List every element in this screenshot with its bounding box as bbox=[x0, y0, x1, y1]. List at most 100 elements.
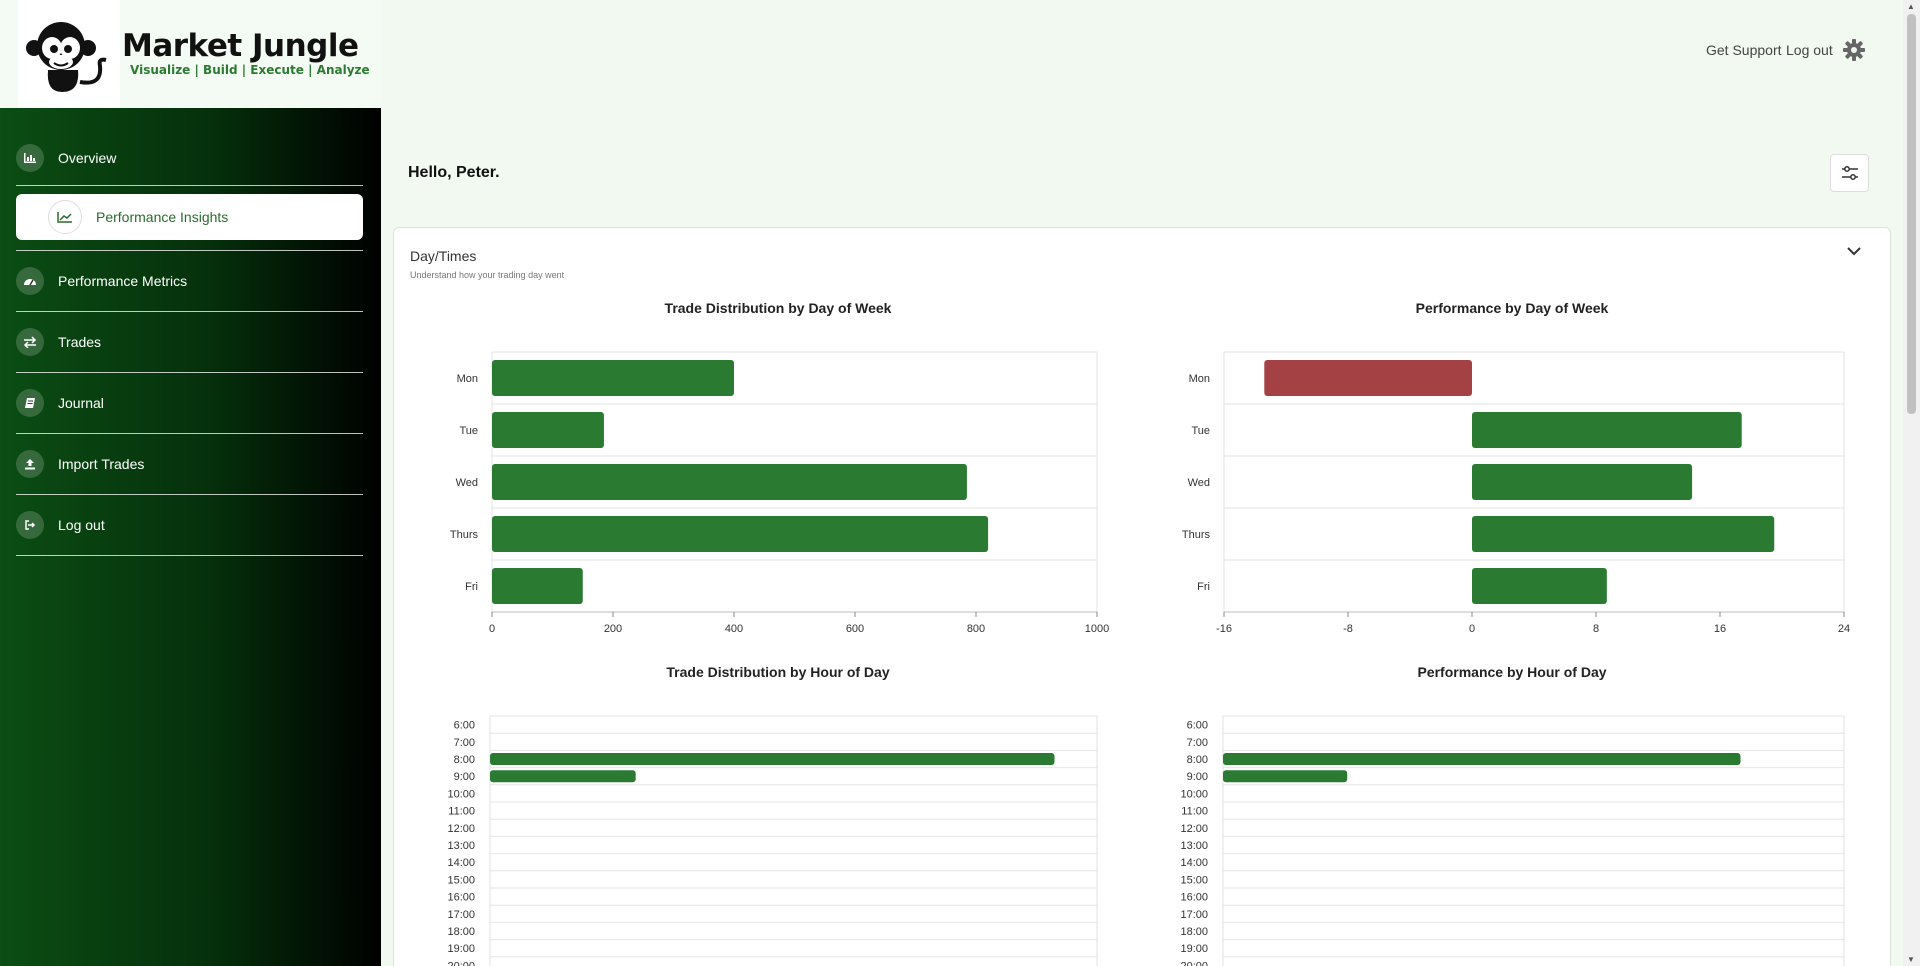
bar bbox=[1472, 568, 1607, 604]
sidebar-item-overview[interactable]: Overview bbox=[16, 130, 363, 186]
y-tick-label: 19:00 bbox=[447, 943, 475, 955]
chart-title-performance-day: Performance by Day of Week bbox=[1415, 300, 1609, 316]
sidebar-nav: Overview Performance Insights Performanc… bbox=[16, 130, 363, 556]
sidebar-item-logout[interactable]: Log out bbox=[16, 495, 363, 556]
section-title: Day/Times bbox=[410, 248, 477, 264]
swap-arrows-icon bbox=[16, 328, 44, 356]
sidebar-item-import-trades[interactable]: Import Trades bbox=[16, 434, 363, 495]
page-scrollbar[interactable]: ▲ ▼ bbox=[1903, 0, 1920, 966]
y-tick-label: 18:00 bbox=[1180, 926, 1208, 938]
sidebar-item-trades[interactable]: Trades bbox=[16, 312, 363, 373]
chart-performance-day: Mon Tue Wed Thurs Fri -16 -8 0 8 16 24 bbox=[1182, 351, 1850, 635]
x-tick-label: 24 bbox=[1838, 623, 1850, 635]
x-tick-label: 800 bbox=[967, 623, 985, 635]
sidebar-item-performance-insights[interactable]: Performance Insights bbox=[16, 194, 363, 240]
chart-trade-distribution-day: Mon Tue Wed Thurs Fri 0 200 400 600 800 1000 bbox=[450, 351, 1109, 635]
x-tick-label: -8 bbox=[1343, 623, 1353, 635]
sidebar-item-label: Import Trades bbox=[58, 456, 145, 472]
x-tick-label: 600 bbox=[846, 623, 864, 635]
sliders-icon bbox=[1841, 166, 1858, 180]
x-tick-label: 1000 bbox=[1085, 623, 1109, 635]
y-tick-label: Fri bbox=[465, 581, 478, 593]
line-chart-icon bbox=[48, 200, 82, 234]
y-tick-label: 15:00 bbox=[447, 874, 475, 886]
bar bbox=[492, 412, 604, 448]
gear-icon[interactable] bbox=[1842, 38, 1866, 62]
sidebar-item-journal[interactable]: Journal bbox=[16, 373, 363, 434]
bar bbox=[1223, 753, 1741, 765]
get-support-link[interactable]: Get Support bbox=[1706, 42, 1782, 58]
brand-tagline: Visualize | Build | Execute | Analyze bbox=[130, 63, 370, 77]
y-tick-label: Mon bbox=[457, 373, 478, 385]
x-tick-label: -16 bbox=[1216, 623, 1232, 635]
y-tick-label: 17:00 bbox=[447, 909, 475, 921]
y-tick-label: 17:00 bbox=[1180, 909, 1208, 921]
y-tick-label: Tue bbox=[459, 425, 478, 437]
y-tick-label: Tue bbox=[1191, 425, 1210, 437]
sidebar-item-performance-metrics[interactable]: Performance Metrics bbox=[16, 251, 363, 312]
sidebar-item-label: Performance Insights bbox=[96, 209, 229, 225]
y-tick-label: Thurs bbox=[1182, 529, 1211, 541]
y-tick-label: 7:00 bbox=[454, 737, 475, 749]
bar bbox=[1472, 464, 1693, 500]
y-tick-label: 12:00 bbox=[1180, 823, 1208, 835]
upload-icon bbox=[16, 450, 44, 478]
y-tick-label: 7:00 bbox=[1187, 737, 1208, 749]
y-tick-label: 6:00 bbox=[454, 720, 475, 732]
y-tick-label: 11:00 bbox=[1181, 806, 1208, 818]
header-logout-link[interactable]: Log out bbox=[1786, 42, 1833, 58]
top-bar bbox=[381, 0, 1920, 108]
y-tick-label: 20:00 bbox=[447, 960, 475, 966]
y-tick-label: 6:00 bbox=[1187, 720, 1208, 732]
bar bbox=[1264, 360, 1472, 396]
y-tick-label: 16:00 bbox=[447, 892, 475, 904]
y-tick-label: 20:00 bbox=[1180, 960, 1208, 966]
x-tick-label: 0 bbox=[1469, 623, 1475, 635]
y-tick-label: 13:00 bbox=[1180, 840, 1208, 852]
bar bbox=[490, 770, 636, 783]
x-tick-label: 400 bbox=[725, 623, 743, 635]
sidebar-item-label: Journal bbox=[58, 395, 104, 411]
y-tick-label: 9:00 bbox=[454, 771, 475, 783]
y-tick-label: Thurs bbox=[450, 529, 479, 541]
y-tick-label: 11:00 bbox=[448, 806, 475, 818]
book-icon bbox=[16, 389, 44, 417]
y-tick-label: 12:00 bbox=[447, 823, 475, 835]
day-times-card: Day/Times Understand how your trading da… bbox=[393, 227, 1891, 966]
logo-area: Market Jungle Visualize | Build | Execut… bbox=[0, 0, 381, 108]
y-tick-label: Fri bbox=[1197, 581, 1210, 593]
sidebar: Market Jungle Visualize | Build | Execut… bbox=[0, 0, 381, 966]
sidebar-item-label: Trades bbox=[58, 334, 102, 350]
y-tick-label: Wed bbox=[1188, 477, 1210, 489]
scroll-thumb[interactable] bbox=[1907, 14, 1916, 414]
bar bbox=[492, 568, 583, 604]
chart-trade-distribution-hour: 6:00 7:00 8:00 9:00 10:00 11:00 12:00 13:00 14:0… bbox=[447, 715, 1098, 966]
y-tick-label: 8:00 bbox=[454, 754, 475, 766]
bar bbox=[492, 464, 967, 500]
y-tick-label: 18:00 bbox=[447, 926, 475, 938]
chevron-down-icon[interactable] bbox=[1846, 246, 1862, 256]
scroll-up-icon[interactable]: ▲ bbox=[1907, 2, 1915, 11]
filter-settings-button[interactable] bbox=[1830, 154, 1869, 192]
y-tick-label: 8:00 bbox=[1187, 754, 1208, 766]
monkey-logo-icon bbox=[26, 22, 107, 92]
bar bbox=[490, 753, 1055, 765]
x-tick-label: 0 bbox=[489, 623, 495, 635]
y-tick-label: 16:00 bbox=[1180, 892, 1208, 904]
gauge-icon bbox=[16, 267, 44, 295]
y-tick-label: 13:00 bbox=[447, 840, 475, 852]
scroll-down-icon[interactable]: ▼ bbox=[1907, 955, 1915, 964]
bar bbox=[1472, 412, 1742, 448]
y-tick-label: Wed bbox=[456, 477, 478, 489]
chart-title-performance-hour: Performance by Hour of Day bbox=[1417, 664, 1607, 680]
divider bbox=[16, 250, 363, 251]
y-tick-label: 15:00 bbox=[1180, 874, 1208, 886]
y-tick-label: 9:00 bbox=[1187, 771, 1208, 783]
section-subtitle: Understand how your trading day went bbox=[410, 270, 565, 280]
bar bbox=[1472, 516, 1775, 552]
bar bbox=[492, 360, 734, 396]
sidebar-item-label: Overview bbox=[58, 149, 117, 166]
y-tick-label: 10:00 bbox=[1180, 788, 1208, 800]
brand-name: Market Jungle bbox=[122, 28, 359, 64]
x-tick-label: 16 bbox=[1714, 623, 1726, 635]
